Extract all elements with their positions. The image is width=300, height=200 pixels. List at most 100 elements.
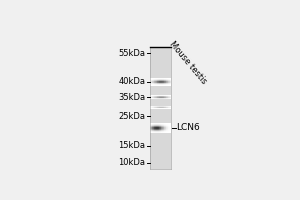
Bar xyxy=(154,130,155,131)
Bar xyxy=(152,129,153,130)
Bar xyxy=(155,123,156,124)
Bar xyxy=(161,129,162,130)
Bar xyxy=(156,130,157,131)
Bar xyxy=(167,127,168,128)
Bar xyxy=(163,131,164,132)
Bar xyxy=(169,130,170,131)
Bar xyxy=(152,127,153,128)
Bar xyxy=(165,127,166,128)
Bar xyxy=(165,125,166,126)
Bar xyxy=(150,47,171,169)
Bar xyxy=(154,127,155,128)
Text: 25kDa: 25kDa xyxy=(118,112,145,121)
Bar xyxy=(168,130,169,131)
Bar xyxy=(164,131,165,132)
Bar xyxy=(159,129,160,130)
Bar xyxy=(163,128,164,129)
Bar xyxy=(156,131,157,132)
Bar xyxy=(167,126,168,127)
Bar xyxy=(166,126,167,127)
Bar xyxy=(155,129,156,130)
Bar xyxy=(170,127,171,128)
Text: 10kDa: 10kDa xyxy=(118,158,145,167)
Bar xyxy=(169,123,170,124)
Bar xyxy=(168,128,169,129)
Bar xyxy=(152,126,153,127)
Bar xyxy=(160,125,161,126)
Bar xyxy=(154,123,155,124)
Bar xyxy=(156,128,157,129)
Bar xyxy=(167,124,168,125)
Bar xyxy=(150,128,151,129)
Bar xyxy=(158,126,159,127)
Bar xyxy=(170,132,171,133)
Bar xyxy=(151,128,152,129)
Bar xyxy=(169,124,170,125)
Bar xyxy=(154,124,155,125)
Bar xyxy=(157,129,158,130)
Bar xyxy=(157,127,158,128)
Bar xyxy=(150,132,151,133)
Bar xyxy=(167,129,168,130)
Bar xyxy=(167,131,168,132)
Bar xyxy=(154,131,155,132)
Bar xyxy=(163,123,164,124)
Bar xyxy=(155,128,156,129)
Bar xyxy=(152,125,153,126)
Bar xyxy=(167,125,168,126)
Bar xyxy=(157,130,158,131)
Bar xyxy=(160,130,161,131)
Bar xyxy=(170,130,171,131)
Text: Mouse testis: Mouse testis xyxy=(168,40,208,86)
Bar xyxy=(163,124,164,125)
Bar xyxy=(155,131,156,132)
Bar xyxy=(163,132,164,133)
Bar xyxy=(168,127,169,128)
Bar xyxy=(153,124,154,125)
Bar xyxy=(157,131,158,132)
Bar xyxy=(170,126,171,127)
Bar xyxy=(165,124,166,125)
Bar xyxy=(150,125,151,126)
Bar xyxy=(170,125,171,126)
Bar xyxy=(166,127,167,128)
Bar xyxy=(153,130,154,131)
Bar xyxy=(166,123,167,124)
Bar xyxy=(160,127,161,128)
Bar xyxy=(166,130,167,131)
Bar xyxy=(161,128,162,129)
Bar xyxy=(170,128,171,129)
Bar xyxy=(160,128,161,129)
Bar xyxy=(155,125,156,126)
Bar xyxy=(161,124,162,125)
Bar xyxy=(169,126,170,127)
Bar xyxy=(153,125,154,126)
Bar xyxy=(165,130,166,131)
Bar xyxy=(159,131,160,132)
Bar xyxy=(161,126,162,127)
Bar xyxy=(155,130,156,131)
Bar xyxy=(160,132,161,133)
Bar xyxy=(153,123,154,124)
Bar xyxy=(162,130,163,131)
Bar xyxy=(166,129,167,130)
Bar xyxy=(163,125,164,126)
Bar xyxy=(157,132,158,133)
Bar xyxy=(151,124,152,125)
Bar xyxy=(164,130,165,131)
Bar xyxy=(164,128,165,129)
Bar xyxy=(163,130,164,131)
Bar xyxy=(166,125,167,126)
Bar xyxy=(150,126,151,127)
Bar xyxy=(153,126,154,127)
Bar xyxy=(162,125,163,126)
Bar xyxy=(153,127,154,128)
Bar xyxy=(167,130,168,131)
Bar xyxy=(159,127,160,128)
Bar xyxy=(169,131,170,132)
Bar xyxy=(158,131,159,132)
Bar xyxy=(163,127,164,128)
Bar xyxy=(165,129,166,130)
Bar xyxy=(159,128,160,129)
Bar xyxy=(158,128,159,129)
